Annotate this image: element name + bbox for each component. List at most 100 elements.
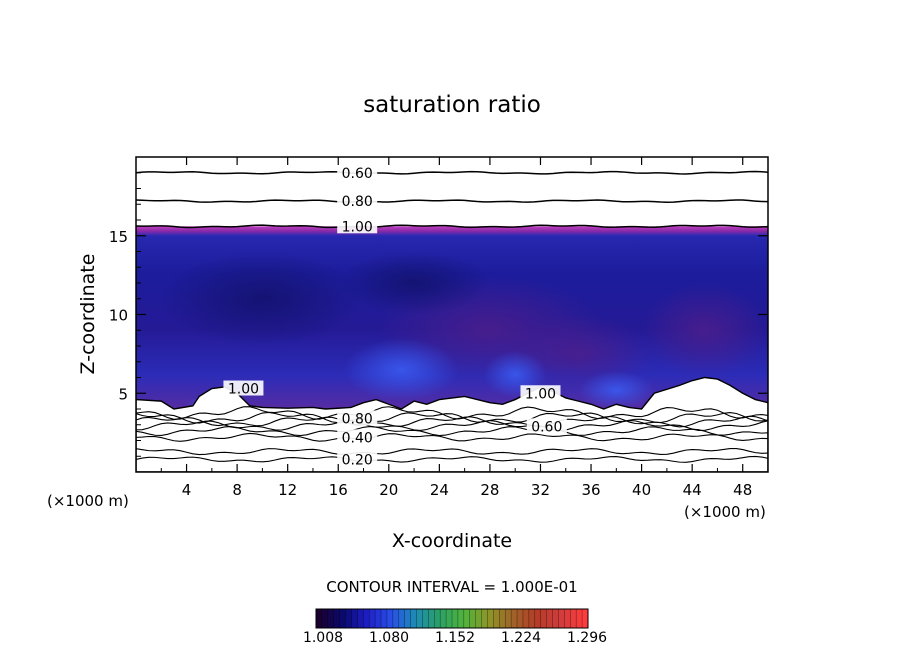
- colorbar-ticks: 1.008 1.080 1.152 1.224 1.296: [303, 630, 607, 646]
- colorbar-segment: [327, 609, 335, 628]
- contour-line-lower: [136, 420, 768, 432]
- colorbar-segment: [493, 609, 500, 628]
- contour-label: 1.00: [228, 382, 259, 398]
- colorbar-segment: [528, 609, 536, 628]
- contour-line-lower: [136, 448, 768, 456]
- contour-label-bg: [337, 410, 378, 426]
- x-axis-ticks: 4 8 12 16 20 24 28 32 36 40 44 48: [160, 157, 752, 499]
- colorbar-segment: [558, 609, 565, 628]
- colorbar-segment: [522, 609, 530, 628]
- x-tick-label: 24: [430, 481, 449, 499]
- field-feature: [338, 251, 490, 315]
- colorbar-segment: [552, 609, 559, 628]
- colorbar-segment: [517, 609, 524, 628]
- colorbar-segment: [564, 609, 571, 628]
- colorbar-segment: [546, 609, 553, 628]
- plot-area: [136, 157, 768, 472]
- x-tick-label: 8: [232, 481, 242, 499]
- colorbar-segment: [452, 609, 459, 628]
- contour-line-lower: [136, 411, 768, 424]
- contour-label-bg: [526, 418, 567, 434]
- colorbar-segment: [534, 609, 541, 628]
- colorbar-segment: [351, 609, 358, 628]
- x-tick-label: 28: [480, 481, 499, 499]
- colorbar-segment: [375, 609, 382, 628]
- x-tick-label: 12: [278, 481, 297, 499]
- colorbar-tick-label: 1.224: [501, 630, 541, 646]
- contour-label: 0.20: [342, 452, 373, 468]
- contour-label: 1.00: [342, 219, 373, 235]
- colorbar-segment: [481, 609, 488, 628]
- colorbar-segment: [576, 609, 583, 628]
- colorbar-segment: [321, 609, 329, 628]
- contour-label-bg: [337, 218, 378, 234]
- colorbar-segment: [582, 609, 589, 628]
- contour-label-bg: [337, 164, 378, 180]
- contour-label: 1.00: [525, 386, 556, 402]
- colorbar-segment: [475, 609, 482, 628]
- x-units-label: (×1000 m): [684, 503, 766, 521]
- colorbar-segment: [416, 609, 423, 628]
- contour-label-bg: [337, 451, 378, 467]
- colorbar-segment: [469, 609, 476, 628]
- colorbar-segment: [386, 609, 394, 628]
- colorbar-segment: [410, 609, 417, 628]
- chart-title: saturation ratio: [363, 92, 541, 118]
- colorbar-segment: [345, 609, 352, 628]
- colorbar-segment: [392, 609, 400, 628]
- colorbar-segment: [463, 609, 471, 628]
- y-tick-label: 5: [118, 385, 128, 403]
- field-feature: [161, 251, 364, 346]
- colorbar-segment: [398, 609, 405, 628]
- colorbar-tick-label: 1.152: [435, 630, 475, 646]
- colorbar-segment: [540, 609, 547, 628]
- colorbar-segment: [499, 609, 506, 628]
- contour-line-lower: [136, 406, 768, 420]
- contour-line-lower: [136, 425, 768, 437]
- contour-line-upper: [136, 224, 768, 229]
- colorbar-tick-label: 1.296: [567, 630, 607, 646]
- contour-line-upper: [136, 199, 768, 203]
- colorbar-segment: [316, 609, 323, 628]
- colorbar-segment: [404, 609, 411, 628]
- colorbar-segment: [369, 609, 376, 628]
- colorbar-segment: [434, 609, 441, 628]
- contour-label: 0.80: [342, 411, 373, 427]
- x-tick-label: 20: [379, 481, 398, 499]
- contour-labels: 0.60 0.80 1.00 1.00 1.00 0.80 0.60 0.40 0.20: [223, 164, 567, 468]
- colorbar-segment: [428, 609, 435, 628]
- contour-label-bg: [337, 193, 378, 209]
- colorbar-segment: [457, 609, 465, 628]
- contour-label: 0.60: [531, 419, 562, 435]
- contour-lines: [136, 170, 768, 463]
- y-tick-label: 10: [109, 307, 128, 325]
- contour-line-lower: [136, 415, 768, 428]
- x-tick-label: 40: [632, 481, 651, 499]
- x-axis-label: X-coordinate: [392, 530, 512, 552]
- colorbar-segment: [381, 609, 388, 628]
- contour-interval-text: CONTOUR INTERVAL = 1.000E-01: [326, 578, 577, 596]
- colorbar-segment: [422, 609, 429, 628]
- colorbar-segment: [339, 609, 346, 628]
- field-feature: [641, 283, 768, 378]
- field-feature: [578, 371, 655, 409]
- colorbar-segment: [440, 609, 447, 628]
- x-tick-label: 16: [329, 481, 348, 499]
- colorbar-segment: [363, 609, 370, 628]
- contour-label-bg: [520, 385, 561, 401]
- colorbar-segment: [446, 609, 453, 628]
- x-tick-label: 44: [683, 481, 702, 499]
- contour-line-lower: [136, 432, 768, 442]
- colorbar-frame: [315, 608, 589, 629]
- contour-label: 0.80: [342, 194, 373, 210]
- contour-label-bg: [223, 380, 264, 396]
- contour-label: 0.60: [342, 166, 373, 182]
- colorbar-tick-label: 1.080: [369, 630, 409, 646]
- field-feature: [344, 338, 459, 402]
- colorbar: [315, 608, 589, 629]
- colorbar-segment: [570, 609, 577, 628]
- colorbar-segment: [505, 609, 512, 628]
- contour-label-bg: [337, 429, 378, 445]
- colorbar-segment: [333, 609, 340, 628]
